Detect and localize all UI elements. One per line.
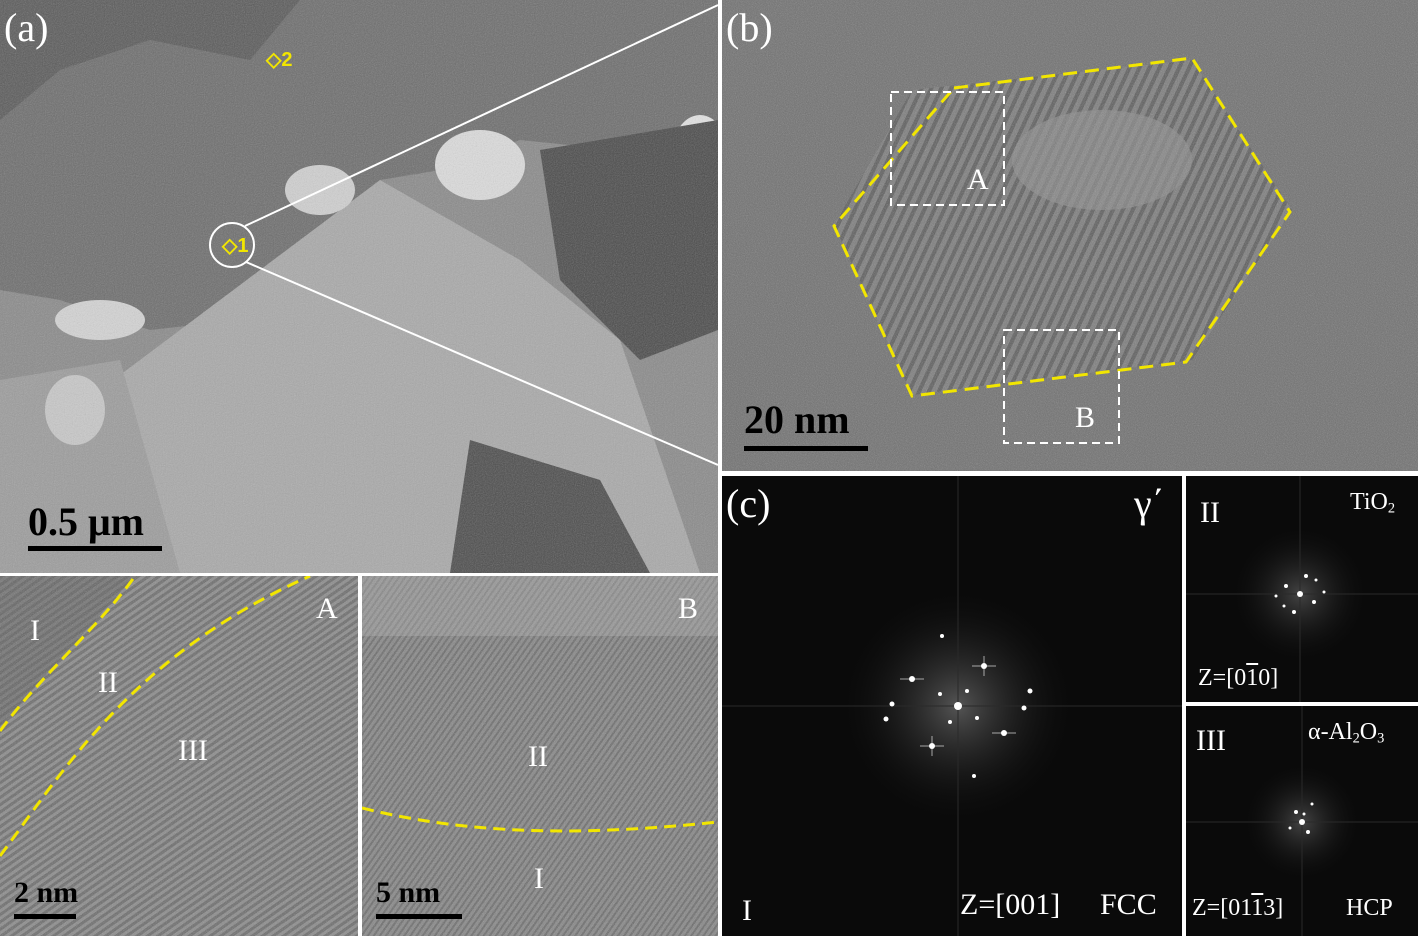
al2o3-phase: α-Al2O3 [1308, 720, 1384, 746]
al2o3-zone-suffix: 3] [1263, 895, 1284, 921]
fft-gamma-pattern [722, 476, 1182, 936]
hrtem-a-region-iii: III [178, 734, 208, 767]
tio2-zone-bar: 1 [1246, 665, 1259, 691]
panel-b-micrograph [722, 0, 1418, 471]
panel-c-structure: FCC [1100, 888, 1157, 921]
panel-c-fft-gamma: (c) γ΄ I Z=[001] FCC [722, 476, 1182, 936]
tio2-zone: Z=[010] [1198, 666, 1278, 690]
hrtem-b-region-i: I [534, 862, 544, 895]
panel-a-tem-image: (a) ◇2 ◇1 0.5 μm [0, 0, 718, 573]
panel-c-label: (c) [726, 481, 771, 526]
panel-b-scale-label: 20 nm [744, 397, 850, 442]
hrtem-a-region-ii: II [98, 666, 118, 699]
point-1-marker: ◇1 [222, 235, 249, 257]
fft-tio2-pattern [1186, 476, 1418, 702]
hrtem-a-image [0, 576, 358, 936]
box-a-label: A [967, 163, 989, 196]
panel-c-zone: Z=[001] [960, 888, 1061, 921]
al2o3-phase-pre: α-Al [1308, 719, 1353, 745]
fft-al2o3-pattern [1186, 706, 1418, 936]
al2o3-structure: HCP [1346, 895, 1393, 921]
tio2-zone-suffix: 0] [1258, 665, 1279, 691]
panel-c-fft-tio2: II TiO2 Z=[010] [1186, 476, 1418, 702]
al2o3-phase-mid: O [1359, 719, 1378, 745]
al2o3-zone: Z=[0113] [1192, 896, 1283, 920]
panel-c-region: I [742, 894, 752, 927]
hrtem-a-region-i: I [30, 614, 40, 647]
hrtem-region-b: B II I 5 nm [362, 576, 718, 936]
point-2-marker: ◇2 [266, 49, 293, 71]
hrtem-b-image [362, 576, 718, 936]
tio2-region: II [1200, 496, 1220, 529]
hrtem-b-scale-label: 5 nm [376, 876, 441, 909]
panel-a-scale-label: 0.5 μm [28, 499, 144, 544]
panel-a-label: (a) [4, 5, 49, 50]
panel-b-label: (b) [726, 5, 773, 50]
panel-a-scale-bar [28, 546, 162, 551]
panel-c-phase: γ΄ [1134, 481, 1165, 526]
hrtem-b-title: B [678, 592, 699, 625]
hrtem-a-scale-label: 2 nm [14, 876, 79, 909]
al2o3-zone-prefix: Z=[01 [1192, 895, 1252, 921]
al2o3-zone-bar: 1 [1251, 895, 1264, 921]
tio2-phase: TiO2 [1350, 490, 1395, 516]
al2o3-phase-sub2: 3 [1377, 730, 1385, 747]
hrtem-b-region-ii: II [528, 740, 548, 773]
box-b-label: B [1075, 401, 1096, 434]
hrtem-region-a: A I II III 2 nm [0, 576, 358, 936]
al2o3-region: III [1196, 724, 1226, 757]
panel-c-fft-al2o3: III α-Al2O3 Z=[0113] HCP [1186, 706, 1418, 936]
tio2-phase-sub: 2 [1387, 500, 1396, 517]
panel-a-micrograph [0, 0, 718, 573]
hrtem-a-title: A [316, 592, 338, 625]
tio2-zone-prefix: Z=[0 [1198, 665, 1247, 691]
hrtem-a-scale-bar [14, 914, 76, 919]
tio2-phase-main: TiO [1350, 489, 1388, 515]
panel-b-scale-bar [744, 446, 868, 451]
hrtem-b-scale-bar [376, 914, 462, 919]
panel-b-hrtem-image: (b) A B 20 nm [722, 0, 1418, 471]
al2o3-phase-sub1: 2 [1352, 730, 1360, 747]
